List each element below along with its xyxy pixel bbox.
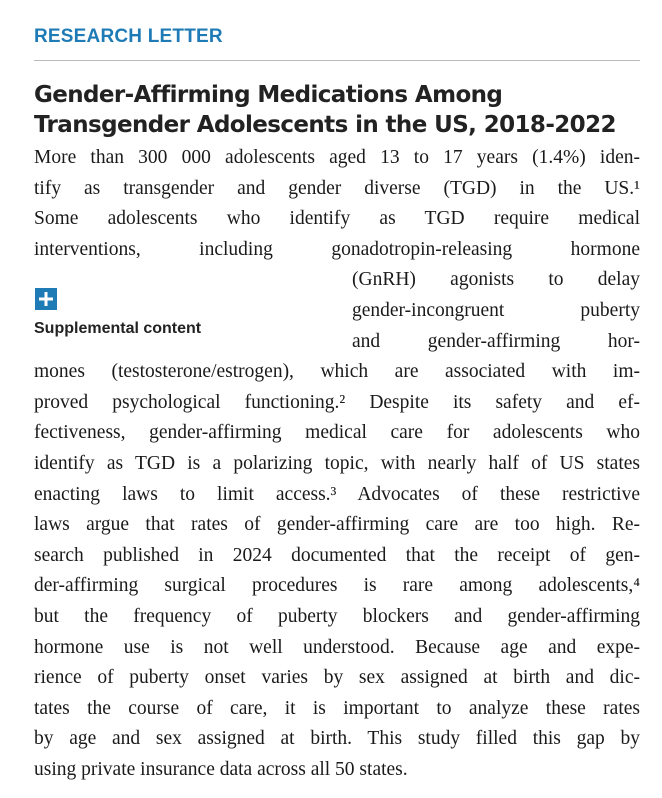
title-line: Transgender Adolescents in the US, 2018-…: [34, 112, 616, 138]
body-line: laws argue that rates of gender-affirmin…: [34, 514, 640, 536]
body-line: using private insurance data across all …: [34, 759, 408, 780]
body-line: der-affirming surgical procedures is rar…: [34, 575, 640, 597]
section-label: RESEARCH LETTER: [34, 26, 223, 47]
body-line: search published in 2024 documented that…: [34, 544, 640, 566]
body-line: fectiveness, gender-affirming medical ca…: [34, 422, 640, 444]
body-line: Some adolescents who identify as TGD req…: [34, 208, 640, 230]
body-line: More than 300 000 adolescents aged 13 to…: [34, 147, 640, 168]
divider: [34, 60, 640, 61]
body-line: identify as TGD is a polarizing topic, w…: [34, 453, 640, 474]
body-line: enacting laws to limit access.³ Advocate…: [34, 483, 640, 505]
title-line: Gender-Affirming Medications Among: [34, 82, 503, 108]
body-line: gender-incongruent puberty: [352, 300, 640, 321]
body-line: interventions, including gonadotropin-re…: [34, 238, 640, 260]
body-line: (GnRH) agonists to delay: [352, 269, 640, 291]
body-line: tates the course of care, it is importan…: [34, 697, 640, 719]
body-line: proved psychological functioning.² Despi…: [34, 391, 640, 413]
supplemental-link[interactable]: Supplemental content: [34, 320, 202, 337]
plus-icon: [39, 292, 53, 306]
supplemental-icon[interactable]: [35, 288, 57, 310]
body-line: tify as transgender and gender diverse (…: [34, 177, 640, 199]
body-line: rience of puberty onset varies by sex as…: [34, 667, 640, 689]
body-line: by age and sex assigned at birth. This s…: [34, 728, 640, 750]
body-line: but the frequency of puberty blockers an…: [34, 606, 640, 627]
body-line: hormone use is not well understood. Beca…: [34, 636, 640, 658]
body-line: and gender-affirming hor-: [352, 330, 640, 352]
body-line: mones (testosterone/estrogen), which are…: [34, 361, 640, 383]
